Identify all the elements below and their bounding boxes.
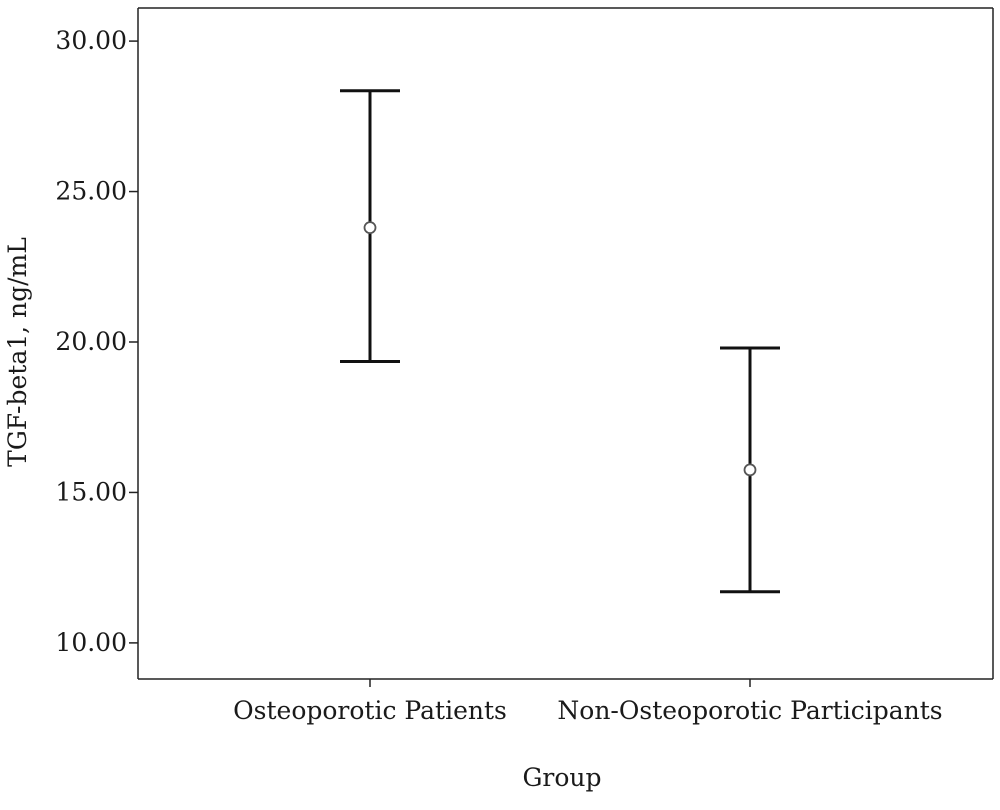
mean-marker	[743, 463, 757, 477]
x-ticks: Osteoporotic Patients Non-Osteoporotic Pa…	[233, 679, 943, 725]
y-tick-label: 30.00	[55, 26, 127, 55]
mean-markers	[363, 221, 757, 477]
y-axis-title: TGF-beta1, ng/mL	[3, 237, 32, 467]
x-axis-title: Group	[522, 763, 601, 792]
y-tick-label: 25.00	[55, 177, 127, 206]
y-tick-label: 10.00	[55, 628, 127, 657]
y-ticks: 10.00 15.00 20.00 25.00 30.00	[55, 26, 138, 657]
mean-marker	[363, 221, 377, 235]
y-tick-label: 15.00	[55, 477, 127, 506]
y-tick-label: 20.00	[55, 327, 127, 356]
x-tick-label: Non-Osteoporotic Participants	[557, 696, 942, 725]
x-tick-label: Osteoporotic Patients	[233, 696, 507, 725]
axes	[137, 7, 994, 680]
error-bars	[340, 89, 780, 594]
